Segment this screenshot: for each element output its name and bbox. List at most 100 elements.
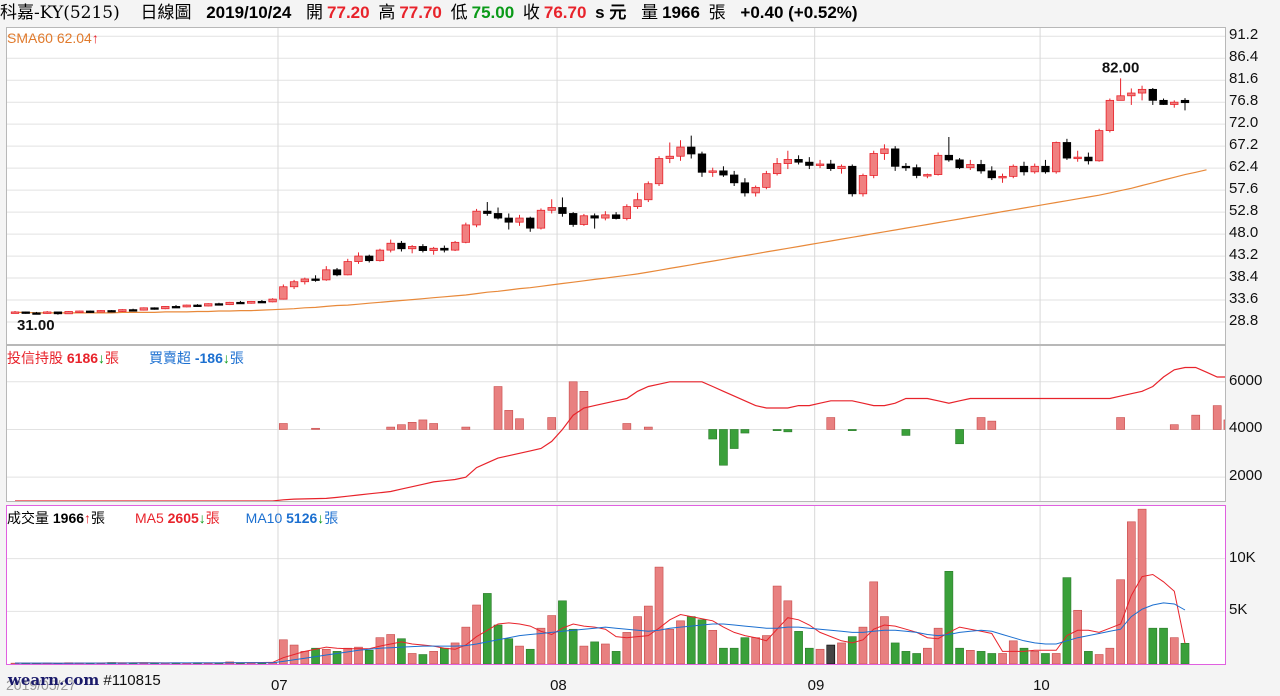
volume-bar — [890, 642, 900, 664]
candle — [375, 248, 385, 262]
volume-bar — [547, 615, 557, 664]
volume-bar — [504, 638, 514, 664]
netbuy-unit: 張 — [229, 350, 244, 366]
candle-body — [332, 269, 342, 276]
candle-body — [687, 146, 696, 155]
volume-panel-arrow: ↑ — [84, 510, 92, 526]
volume-bar — [880, 616, 889, 664]
candle — [246, 300, 256, 304]
volume-bar — [354, 646, 363, 664]
candle-body — [204, 303, 213, 307]
volume-bar — [343, 647, 353, 664]
candle — [601, 211, 610, 221]
candle-body — [579, 215, 589, 225]
netbuy-bar — [901, 429, 911, 436]
ma10-line — [15, 602, 1186, 664]
volume-bar — [654, 566, 664, 664]
candle-body — [1137, 88, 1147, 94]
candle-body — [311, 278, 320, 281]
volume-bar — [1062, 577, 1072, 664]
low-label: 低 — [450, 3, 468, 22]
candle — [397, 240, 406, 252]
holding-unit: 張 — [105, 350, 120, 366]
candle-body — [64, 311, 73, 315]
candle-body — [236, 301, 245, 305]
volume-bar — [923, 647, 932, 664]
candle — [676, 140, 685, 161]
volume-bar — [536, 627, 546, 664]
candle-body — [268, 298, 277, 303]
candle — [837, 164, 846, 174]
sma60-legend: SMA60 62.04↑ — [7, 30, 99, 46]
candle-body — [1159, 99, 1168, 105]
candle-body — [365, 255, 374, 262]
price-tick-label: 62.4 — [1229, 158, 1259, 176]
volume-bar — [611, 651, 621, 664]
volume-bar — [901, 651, 911, 664]
candle — [708, 167, 717, 177]
candle-body — [182, 304, 191, 308]
open-value: 77.20 — [327, 3, 370, 22]
candle-body — [783, 159, 793, 164]
x-start-label: 2019/05/27 — [6, 677, 77, 693]
candle — [182, 304, 191, 308]
netbuy-bar — [1212, 405, 1222, 430]
candle — [1084, 152, 1093, 165]
candle-body — [794, 159, 803, 163]
candle-body — [912, 167, 921, 176]
volume-bar — [665, 628, 675, 664]
volume-bar — [1180, 642, 1190, 664]
volume-bar — [364, 650, 374, 664]
candle-body — [751, 186, 760, 194]
candle-body — [654, 158, 664, 185]
candle-body — [397, 242, 406, 250]
candle — [268, 298, 277, 303]
candle-body — [300, 278, 309, 283]
candle — [1062, 138, 1072, 160]
candle-body — [257, 301, 267, 304]
volume-bar — [1041, 653, 1050, 664]
volume-bar — [933, 627, 943, 664]
netbuy-bar — [772, 429, 782, 431]
volume-bar — [397, 638, 406, 664]
volume-bar — [1169, 637, 1179, 664]
unit-label: s 元 — [595, 3, 627, 22]
candle-body — [375, 249, 385, 262]
ma10-arrow: ↓ — [317, 510, 325, 526]
volume-legend: 成交量 1966↑張 MA5 2605↓張 MA10 5126↓張 — [7, 508, 338, 528]
netbuy-value: -186 — [194, 350, 223, 366]
candle — [848, 164, 857, 197]
candle — [257, 300, 267, 304]
inst-tick-label: 2000 — [1229, 467, 1263, 485]
candle — [225, 301, 234, 306]
candle-body — [901, 165, 911, 169]
x-tick-label: 08 — [550, 677, 567, 694]
price-panel: 82.00 31.00 SMA60 62.04↑ — [6, 27, 1226, 345]
candle-body — [933, 154, 943, 175]
candle — [472, 208, 481, 228]
candle-body — [10, 311, 20, 314]
candle-body — [225, 301, 234, 306]
candle — [611, 212, 621, 220]
candle-body — [644, 183, 653, 201]
candle — [730, 170, 739, 186]
candle-body — [1009, 165, 1018, 177]
inst-tick-label: 4000 — [1229, 419, 1263, 437]
holding-label: 投信持股 — [7, 350, 63, 366]
volume-panel-unit: 張 — [91, 510, 106, 526]
candle-body — [483, 210, 492, 214]
candle-body — [601, 214, 610, 219]
netbuy-bar — [418, 419, 428, 430]
candle-body — [719, 170, 728, 176]
candle — [204, 303, 213, 307]
ma5-unit: 張 — [205, 510, 220, 526]
volume-bar — [601, 643, 610, 664]
candle-body — [354, 255, 363, 262]
x-tick-label: 09 — [807, 677, 825, 694]
candle — [536, 208, 546, 230]
candle — [955, 158, 964, 170]
candle-body — [279, 286, 288, 300]
high-value: 77.70 — [399, 3, 442, 22]
candle — [43, 311, 52, 314]
price-tick-label: 81.6 — [1229, 70, 1259, 88]
